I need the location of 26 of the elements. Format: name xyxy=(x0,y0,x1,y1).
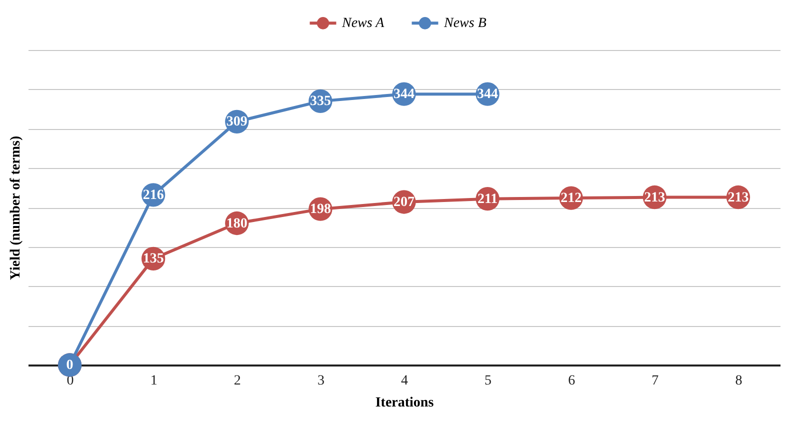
legend-label: News A xyxy=(341,16,385,32)
legend-label: News B xyxy=(443,16,487,32)
data-label: 0 xyxy=(66,358,74,373)
x-tick-label: 2 xyxy=(234,374,241,388)
data-label: 309 xyxy=(226,114,248,130)
x-tick-label: 1 xyxy=(150,374,158,388)
y-axis-title: Yield (number of terms) xyxy=(8,136,24,280)
data-label: 344 xyxy=(477,87,498,102)
data-label: 213 xyxy=(644,190,666,206)
data-label: 180 xyxy=(226,216,248,232)
data-label: 212 xyxy=(560,191,582,206)
data-label: 213 xyxy=(728,190,749,206)
x-tick-label: 8 xyxy=(735,374,742,388)
data-label: 335 xyxy=(310,94,331,110)
data-label: 135 xyxy=(142,252,164,267)
x-tick-label: 3 xyxy=(317,374,324,388)
data-label: 344 xyxy=(394,87,414,102)
x-tick-label: 4 xyxy=(401,374,408,388)
x-tick-label: 6 xyxy=(568,374,576,388)
data-label: 216 xyxy=(142,188,164,203)
x-axis-title: Iterations xyxy=(375,396,434,410)
x-tick-label: 7 xyxy=(652,374,659,388)
data-label: 211 xyxy=(477,192,498,207)
data-label: 198 xyxy=(310,202,331,218)
x-tick-label: 5 xyxy=(484,374,492,388)
data-label: 207 xyxy=(394,194,414,210)
